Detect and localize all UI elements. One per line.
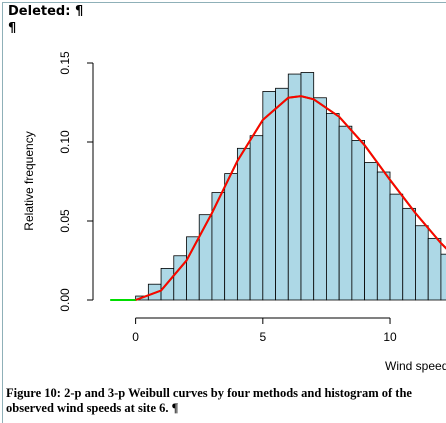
chart: Relative frequency Wind speed 0.00 0.05 0.… bbox=[22, 51, 446, 373]
y-tick-label: 0.00 bbox=[58, 288, 72, 312]
y-axis-label: Relative frequency bbox=[22, 131, 36, 230]
weibull-curve bbox=[135, 95, 446, 301]
y-tick-label: 0.15 bbox=[58, 51, 72, 75]
x-tick-label: 10 bbox=[383, 330, 397, 344]
histogram-bar bbox=[275, 87, 289, 301]
histogram-bar bbox=[186, 236, 200, 301]
histogram-bar bbox=[198, 214, 213, 301]
histogram-bar bbox=[376, 171, 391, 301]
histogram-bar bbox=[326, 113, 340, 301]
histogram-bar bbox=[364, 162, 378, 301]
figure-caption: Figure 10: 2-p and 3-p Weibull curves by… bbox=[6, 386, 412, 415]
histogram-bar bbox=[236, 147, 251, 301]
x-axis-label: Wind speed bbox=[385, 359, 446, 373]
histogram-bar bbox=[338, 125, 353, 301]
histogram-bar bbox=[287, 73, 302, 301]
histogram-bar bbox=[351, 140, 365, 301]
deleted-label: Deleted: ¶ bbox=[8, 4, 84, 19]
y-tick-label: 0.05 bbox=[58, 209, 72, 233]
histogram-bar bbox=[402, 207, 416, 301]
plot-area bbox=[110, 72, 446, 301]
pilcrow: ¶ bbox=[8, 21, 17, 36]
histogram-bar bbox=[440, 253, 446, 301]
x-tick-label: 0 bbox=[132, 330, 139, 344]
histogram-bar bbox=[249, 135, 264, 301]
histogram-bar bbox=[313, 97, 327, 301]
y-tick-label: 0.10 bbox=[58, 130, 72, 154]
x-tick-label: 5 bbox=[259, 330, 266, 344]
histogram-bar bbox=[262, 91, 276, 301]
histogram-bar bbox=[415, 225, 429, 301]
histogram-bar bbox=[300, 72, 315, 301]
histogram-bar bbox=[389, 193, 404, 301]
histogram-bar bbox=[224, 173, 238, 301]
histogram-bar bbox=[427, 237, 442, 301]
